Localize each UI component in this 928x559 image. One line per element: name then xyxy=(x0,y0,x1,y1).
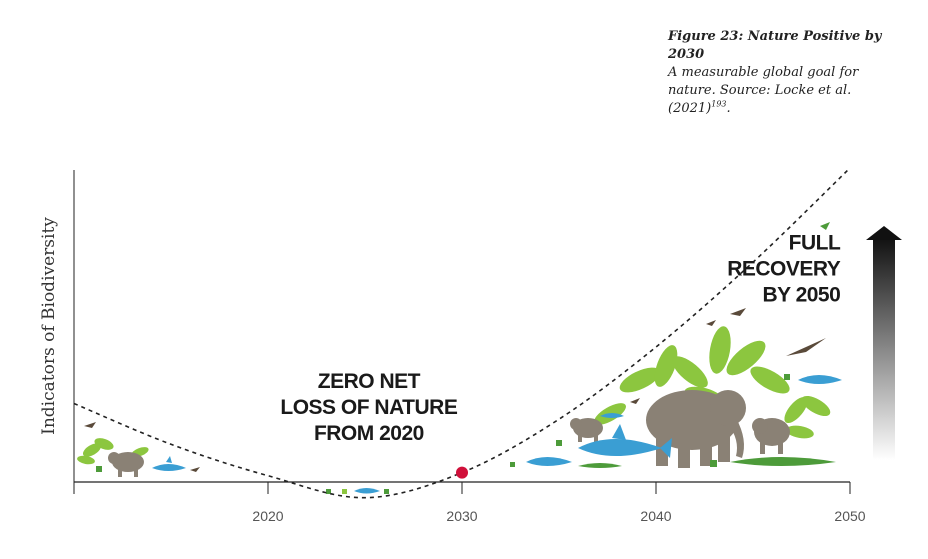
bird-right-2 xyxy=(706,320,716,326)
annotation-line: LOSS OF NATURE xyxy=(280,396,457,419)
bird-left xyxy=(84,422,96,428)
frog-right-2 xyxy=(710,460,717,467)
annotation-line: RECOVERY xyxy=(727,258,841,281)
figure-caption: Figure 23: Nature Positive by 2030 A mea… xyxy=(668,28,898,118)
frog-right-3 xyxy=(784,374,790,380)
arrow-shaft xyxy=(873,238,895,460)
frog-right-4 xyxy=(510,462,515,467)
figure-description-text: A measurable global goal for nature. Sou… xyxy=(668,65,859,116)
figure-description: A measurable global goal for nature. Sou… xyxy=(668,64,898,118)
frog-middle-2 xyxy=(342,489,347,494)
full-recovery-annotation: FULL RECOVERY BY 2050 xyxy=(727,232,841,307)
zero-net-loss-annotation: ZERO NET LOSS OF NATURE FROM 2020 xyxy=(280,370,457,445)
shark-right xyxy=(798,375,842,384)
bird-right-3 xyxy=(630,398,640,404)
figure-title: Figure 23: Nature Positive by 2030 xyxy=(668,29,882,62)
y-axis-label: Indicators of Biodiversity xyxy=(39,217,59,435)
bird-small-left xyxy=(190,467,200,472)
elephant-small-middle xyxy=(570,418,603,442)
bird-right-4 xyxy=(820,222,830,230)
bird-right-1 xyxy=(730,308,746,316)
crocodile-small xyxy=(578,463,622,468)
crocodile-large xyxy=(730,457,836,466)
zero-net-loss-marker xyxy=(456,466,468,479)
frog-right-1 xyxy=(556,440,562,446)
biodiversity-curve xyxy=(73,167,851,499)
shark-small-left xyxy=(152,456,186,471)
arrow-head xyxy=(866,226,902,240)
frog-middle-3 xyxy=(384,489,389,494)
annotation-line: FROM 2020 xyxy=(314,422,424,445)
frog-left xyxy=(96,466,102,472)
upward-arrow xyxy=(866,226,902,460)
x-tick-label-2040: 2040 xyxy=(640,508,671,524)
shark-large xyxy=(578,424,672,458)
elephant-small-right xyxy=(752,418,790,454)
wildlife-illustration xyxy=(77,222,842,494)
x-tick-label-2050: 2050 xyxy=(834,508,865,524)
annotation-line: BY 2050 xyxy=(762,284,840,307)
bird-large-right xyxy=(786,338,826,356)
shark-small-middle xyxy=(354,488,380,494)
annotation-line: FULL xyxy=(789,232,841,255)
x-ticks: 2020 2030 2040 2050 xyxy=(252,482,866,524)
x-tick-label-2030: 2030 xyxy=(446,508,477,524)
shark-medium xyxy=(526,457,572,466)
figure-end-mark: . xyxy=(726,101,731,116)
annotation-line: ZERO NET xyxy=(318,370,421,393)
elephant-small-left xyxy=(108,452,144,477)
figure-reference: 193 xyxy=(711,99,727,109)
elephant-large xyxy=(646,390,746,468)
x-tick-label-2020: 2020 xyxy=(252,508,283,524)
frog-middle-1 xyxy=(326,489,331,494)
shark-small-right xyxy=(600,413,624,418)
